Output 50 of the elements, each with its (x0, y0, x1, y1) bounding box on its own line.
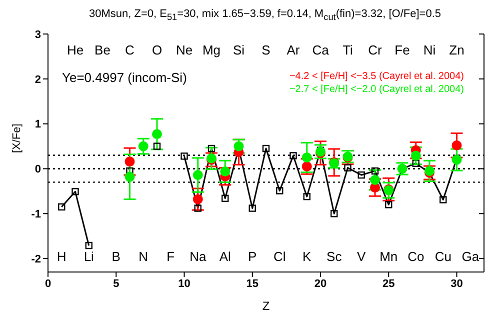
x-tick-label: 0 (44, 278, 52, 290)
annotation: Mg (202, 42, 221, 58)
y-tick-label: 1 (34, 118, 41, 131)
annotation: Zn (449, 42, 464, 58)
annotation: Fe (394, 42, 410, 58)
annotation: Ga (462, 248, 480, 264)
annotation: C (125, 42, 134, 58)
annotation: Si (232, 42, 245, 58)
annotation: N (138, 248, 148, 264)
annotation: He (66, 42, 84, 58)
annotation: Co (408, 248, 424, 264)
annotation: Ti (342, 42, 354, 58)
annotation: Mn (380, 248, 398, 264)
text: −4.2 < [Fe/H] <−3.5 (Cayrel et al. 2004) (289, 70, 464, 83)
y-tick-label: 2 (34, 74, 41, 86)
x-tick-label: 30 (450, 278, 463, 290)
x-tick-label: 5 (113, 278, 120, 290)
annotation: O (152, 42, 162, 58)
annotation: Cr (368, 42, 383, 58)
annotation: Cu (434, 248, 452, 264)
annotation: Ye=0.4997 (incom-Si) (62, 70, 187, 85)
annotation: B (112, 248, 120, 264)
annotation: V (357, 248, 366, 264)
annotation: H (56, 248, 66, 264)
annotation: Ca (312, 42, 330, 58)
chart-title: 30Msun, Z=0, E$_{51}$=30, mix 1.65−3.59, f=0.14, M$_{cut}$(fin)=3.32, [O/Fe]=0.5 (88, 8, 442, 24)
x-tick-label: 10 (178, 278, 190, 290)
annotation: Cl (273, 248, 286, 264)
annotation: Ne (176, 42, 193, 58)
annotation: Ni (423, 42, 436, 58)
y-tick-label: -1 (31, 208, 41, 221)
annotation: Sc (326, 248, 342, 264)
y-tick-label: -2 (31, 253, 41, 266)
annotation: Li (84, 248, 94, 264)
text: −2.7 < [Fe/H] <−2.0 (Cayrel et al. 2004) (289, 83, 464, 96)
y-tick-label: 3 (34, 28, 41, 41)
y-axis-title: [X/Fe] (10, 124, 23, 153)
annotation: K (302, 248, 312, 264)
y-tick-label: 0 (34, 164, 41, 176)
annotation: Al (219, 248, 232, 264)
annotation: Ar (286, 42, 300, 58)
annotation: Be (94, 42, 110, 58)
annotation: Na (190, 248, 207, 264)
x-tick-label: 25 (382, 278, 395, 290)
annotation: P (248, 248, 257, 264)
annotation: F (166, 248, 175, 264)
x-axis-title: Z (262, 299, 270, 313)
annotation: S (262, 42, 271, 58)
x-tick-label: 15 (246, 278, 258, 290)
x-tick-label: 20 (314, 278, 327, 290)
